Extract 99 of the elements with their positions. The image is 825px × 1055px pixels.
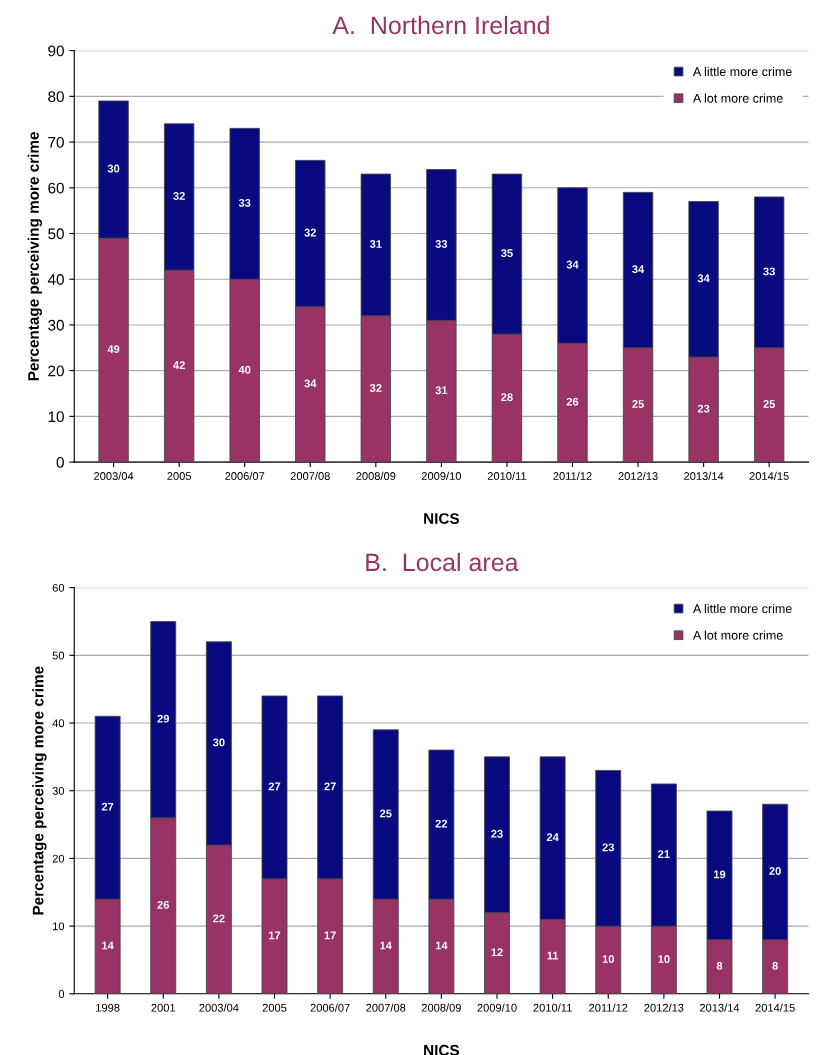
x-tick-label: 2008/09 [421,1003,461,1012]
y-tick-label: 30 [48,319,64,331]
x-tick-label: 2012/13 [644,1003,684,1012]
data-label: 25 [763,400,776,408]
y-tick-label: 60 [48,182,64,194]
data-label: 34 [632,265,645,274]
data-label: 27 [268,782,281,791]
data-label: 31 [435,386,448,395]
x-tick-label: 2007/08 [290,471,330,480]
data-label: 17 [324,931,336,940]
x-tick-label: 2001 [151,1003,176,1012]
legend-label: A little more crime [692,66,792,77]
data-label: 32 [369,384,382,392]
x-tick-label: 2003/04 [94,471,134,480]
x-tick-label: 2009/10 [477,1003,517,1012]
y-tick-label: 0 [58,990,65,998]
data-label: 34 [566,260,579,269]
x-tick-label: 2006/07 [225,471,265,480]
y-tick-label: 20 [52,854,65,863]
x-tick-label: 2006/07 [310,1003,350,1012]
y-tick-label: 70 [48,136,64,148]
data-label: 33 [238,198,251,207]
data-label: 27 [324,782,336,791]
data-label: 30 [107,164,120,173]
data-label: 27 [101,802,114,811]
x-tick-label: 2009/10 [421,471,462,480]
y-tick-label: 40 [52,719,65,728]
data-label: 49 [107,345,120,354]
data-label: 8 [716,961,723,970]
data-label: 34 [697,274,710,283]
data-label: 35 [501,249,513,258]
x-tick-label: 2012/13 [618,471,658,480]
data-label: 10 [602,955,614,963]
data-label: 25 [632,400,644,408]
data-label: 24 [546,833,559,841]
x-tick-label: 2005 [167,472,192,480]
data-label: 23 [697,404,710,413]
y-tick-label: 40 [47,274,64,285]
x-axis-title: NICS [424,1044,460,1055]
y-tick-label: 0 [56,456,64,468]
x-tick-label: 2008/09 [356,471,396,480]
data-label: 29 [157,714,170,723]
x-tick-label: 2013/14 [684,471,724,480]
data-label: 14 [435,941,448,950]
data-label: 42 [173,361,185,369]
x-tick-label: 1998 [96,1003,120,1012]
legend-label: A lot more crime [692,93,783,103]
data-label: 26 [566,397,579,406]
data-label: 31 [369,240,382,248]
data-label: 17 [269,931,281,940]
y-tick-label: 10 [48,411,64,423]
y-tick-label: 90 [48,45,64,57]
data-label: 30 [212,738,225,747]
x-tick-label: 2010/11 [487,471,527,480]
data-label: 33 [763,267,775,276]
data-label: 34 [304,379,317,388]
data-label: 33 [435,240,448,248]
data-label: 40 [238,365,251,374]
y-tick-label: 80 [48,91,64,103]
x-tick-label: 2007/08 [366,1003,406,1012]
y-tick-label: 30 [52,786,65,795]
chart-title: B. Local area [366,552,519,572]
y-axis-title: Percentage perceiving more crime [27,132,42,381]
data-label: 11 [547,951,559,960]
x-tick-label: 2010/11 [533,1003,572,1012]
y-axis-title: Percentage perceiving more crime [32,666,47,915]
x-tick-label: 2014/15 [755,1003,795,1012]
data-label: 22 [213,914,225,923]
data-label: 28 [501,393,513,402]
y-tick-label: 20 [48,365,64,377]
data-label: 14 [102,941,114,950]
data-label: 32 [304,228,316,237]
x-axis-title: NICS [424,513,460,524]
x-tick-label: 2003/04 [199,1003,239,1012]
data-label: 14 [380,941,392,950]
data-label: 19 [714,870,726,879]
y-tick-label: 10 [53,922,65,931]
data-label: 12 [491,948,503,957]
data-label: 20 [769,867,781,875]
legend-label: A little more crime [692,603,792,614]
data-label: 32 [173,192,185,200]
chart-title: A. Northern Ireland [332,15,549,35]
x-tick-label: 2005 [262,1003,287,1012]
data-label: 21 [658,850,670,858]
x-tick-label: 2011/12 [553,471,592,480]
x-tick-label: 2013/14 [699,1003,740,1012]
data-label: 23 [491,829,503,838]
x-tick-label: 2011/12 [589,1003,628,1012]
y-tick-label: 50 [48,228,64,240]
x-tick-label: 2014/15 [749,471,789,480]
data-label: 25 [379,809,392,818]
y-tick-label: 60 [52,583,65,592]
y-tick-label: 50 [52,651,65,660]
data-label: 22 [435,819,448,828]
legend-label: A lot more crime [692,630,783,640]
data-label: 8 [772,961,778,970]
data-label: 26 [157,900,170,909]
data-label: 10 [658,955,670,963]
data-label: 23 [602,843,615,852]
